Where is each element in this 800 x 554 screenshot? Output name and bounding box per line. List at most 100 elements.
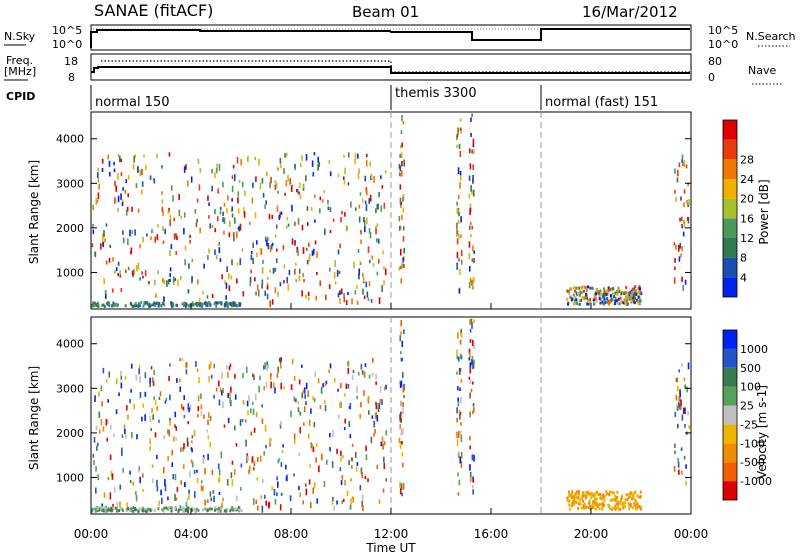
data-point [687, 216, 689, 222]
data-point [141, 168, 143, 176]
data-point [624, 296, 627, 300]
data-point [228, 273, 230, 280]
data-point [252, 498, 255, 505]
data-point [589, 492, 592, 496]
y-tick-label: 1000 [56, 266, 84, 279]
data-point [245, 366, 248, 373]
data-point [161, 278, 164, 283]
data-point [469, 319, 471, 326]
data-point [382, 443, 384, 450]
data-point [218, 241, 221, 246]
colorbar-swatch [723, 198, 737, 219]
data-point [241, 419, 244, 423]
data-point [238, 303, 241, 307]
data-point [572, 301, 575, 305]
data-point [274, 498, 277, 505]
data-point [375, 381, 377, 385]
data-point [578, 302, 581, 306]
colorbar-tick-label: -25 [740, 418, 758, 431]
data-point [601, 300, 604, 304]
data-point [94, 509, 97, 513]
x-axis-ticks: 00:00 04:00 08:00 12:00 16:00 20:00 00:00 [74, 303, 708, 541]
data-point [456, 207, 459, 214]
data-point [381, 436, 384, 443]
data-point [214, 508, 217, 512]
data-point [103, 230, 105, 237]
data-point [570, 298, 573, 302]
data-point [149, 509, 152, 513]
data-point [230, 386, 232, 393]
data-point [350, 498, 352, 505]
data-point [214, 506, 217, 510]
colorbar-tick-label: 1000 [740, 343, 768, 356]
data-point [217, 509, 220, 513]
data-point [264, 362, 266, 369]
data-point [296, 188, 298, 193]
data-point [599, 297, 602, 301]
data-point [364, 475, 367, 480]
data-point [103, 304, 106, 308]
data-point [576, 292, 579, 296]
data-point [399, 413, 401, 421]
data-point [675, 244, 677, 250]
data-point [318, 208, 321, 214]
data-point [312, 487, 315, 494]
data-point [163, 303, 166, 307]
data-point [153, 396, 155, 400]
data-point [244, 419, 247, 423]
data-point [170, 304, 173, 308]
data-point [585, 490, 588, 494]
data-point [189, 470, 191, 478]
data-point [214, 301, 217, 305]
colorbar-tick-label: 8 [740, 252, 747, 265]
data-point [351, 465, 353, 469]
data-point [347, 152, 350, 158]
data-point [105, 379, 108, 383]
data-point [114, 302, 117, 306]
data-point [368, 281, 371, 287]
data-point [251, 197, 254, 204]
data-point [460, 396, 462, 404]
data-point [245, 439, 247, 447]
data-point [628, 494, 631, 498]
data-point [130, 507, 133, 511]
data-point [243, 207, 245, 214]
data-point [204, 507, 207, 511]
data-point [681, 223, 683, 229]
noise-sky-line [90, 28, 690, 48]
data-point [280, 357, 283, 362]
data-point [356, 300, 359, 305]
data-point [252, 182, 254, 188]
data-point [356, 386, 358, 393]
data-point [144, 391, 147, 397]
data-point [169, 420, 171, 426]
nave-tick-top: 80 [708, 55, 722, 68]
data-point [200, 410, 203, 417]
data-point [228, 285, 231, 292]
data-point [162, 210, 164, 216]
data-point [195, 222, 198, 228]
data-point [259, 375, 261, 381]
data-point [399, 382, 402, 389]
data-point [110, 509, 113, 513]
data-point [223, 424, 226, 428]
data-point [252, 466, 255, 471]
data-point [174, 473, 177, 481]
data-point [610, 294, 613, 298]
data-point [373, 420, 376, 428]
data-point [570, 504, 573, 508]
data-point [459, 353, 462, 359]
data-point [166, 280, 168, 287]
data-point [180, 506, 183, 510]
data-point [235, 507, 238, 511]
data-point [197, 395, 200, 402]
data-point [681, 216, 683, 221]
data-point [270, 244, 273, 250]
data-point [457, 332, 459, 339]
data-point [253, 461, 256, 467]
data-point [365, 153, 368, 158]
data-point [401, 452, 404, 457]
colorbar-tick-label: -1000 [740, 475, 772, 488]
data-point [233, 236, 235, 242]
data-point [329, 447, 332, 452]
